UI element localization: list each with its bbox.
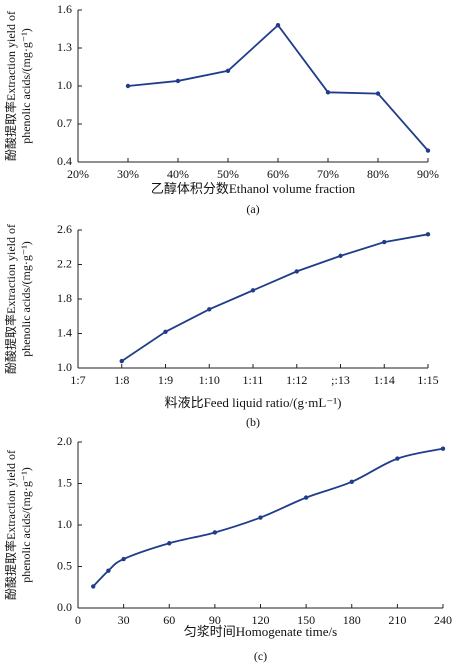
x-tick-label: 180 bbox=[343, 613, 361, 627]
y-tick-label: 1.0 bbox=[57, 517, 72, 531]
y-tick-label: 1.0 bbox=[57, 78, 72, 92]
series-line bbox=[92, 447, 444, 588]
x-tick-label: 60 bbox=[163, 613, 175, 627]
x-tick-label: 240 bbox=[434, 613, 452, 627]
data-point bbox=[163, 329, 168, 334]
x-tick-label: 0 bbox=[75, 613, 81, 627]
data-point bbox=[425, 148, 431, 153]
y-axis-label: phenolic acids/(mg·g⁻¹) bbox=[19, 467, 33, 583]
y-tick-label: 1.6 bbox=[57, 2, 72, 16]
y-tick-label: 1.3 bbox=[57, 40, 72, 54]
data-point bbox=[275, 23, 281, 28]
y-tick-label: 2.0 bbox=[57, 434, 72, 448]
data-point bbox=[175, 78, 181, 84]
data-point bbox=[349, 479, 354, 485]
y-tick-label: 0.4 bbox=[57, 154, 72, 168]
series-line bbox=[127, 23, 429, 152]
data-point bbox=[125, 83, 131, 89]
x-tick-label: 1:14 bbox=[374, 373, 395, 387]
x-tick-label: ;:13 bbox=[331, 373, 350, 387]
x-tick-label: 1:10 bbox=[199, 373, 220, 387]
y-tick-label: 1.4 bbox=[57, 325, 72, 339]
data-point bbox=[338, 253, 343, 259]
x-tick-label: 70% bbox=[317, 167, 339, 181]
data-point bbox=[121, 556, 126, 562]
y-tick-label: 2.2 bbox=[57, 256, 72, 270]
data-point bbox=[212, 530, 218, 535]
x-tick-label: 50% bbox=[217, 167, 239, 181]
data-point bbox=[225, 68, 231, 74]
data-point bbox=[119, 358, 124, 364]
data-point bbox=[258, 515, 263, 520]
data-point bbox=[395, 456, 400, 461]
x-tick-label: 30 bbox=[118, 613, 130, 627]
data-point bbox=[303, 495, 309, 500]
y-axis-label: 酚酸提取率Extraction yield of bbox=[3, 224, 18, 374]
caption: (c) bbox=[254, 649, 267, 663]
x-tick-label: 60% bbox=[267, 167, 289, 181]
x-tick-label: 150 bbox=[297, 613, 315, 627]
data-point bbox=[207, 307, 212, 312]
y-tick-label: 1.8 bbox=[57, 291, 72, 305]
y-axis-label: 酚酸提取率Extraction yield of bbox=[3, 11, 18, 161]
data-point bbox=[425, 232, 431, 237]
caption: (b) bbox=[246, 415, 260, 429]
x-tick-label: 1:7 bbox=[70, 373, 85, 387]
data-point bbox=[375, 91, 381, 96]
data-point bbox=[250, 288, 256, 293]
series-line bbox=[121, 233, 429, 362]
x-axis-label: 乙醇体积分数Ethanol volume fraction bbox=[151, 181, 356, 196]
x-tick-label: 80% bbox=[367, 167, 389, 181]
y-tick-label: 1.0 bbox=[57, 360, 72, 374]
y-axis-label: 酚酸提取率Extraction yield of bbox=[3, 450, 18, 600]
data-point bbox=[106, 568, 111, 573]
x-tick-label: 1:12 bbox=[286, 373, 307, 387]
y-axis-label: phenolic acids/(mg·g⁻¹) bbox=[19, 28, 33, 144]
y-tick-label: 2.6 bbox=[57, 222, 72, 236]
x-tick-label: 120 bbox=[252, 613, 270, 627]
x-tick-label: 40% bbox=[167, 167, 189, 181]
data-point bbox=[167, 541, 172, 546]
x-tick-label: 30% bbox=[117, 167, 139, 181]
x-axis-label: 匀浆时间Homogenate time/s bbox=[184, 624, 337, 639]
data-point bbox=[440, 446, 446, 451]
y-tick-label: 0.7 bbox=[57, 116, 72, 130]
x-tick-label: 90% bbox=[417, 167, 439, 181]
data-point bbox=[294, 269, 299, 274]
y-tick-label: 0.5 bbox=[57, 558, 72, 572]
caption: (a) bbox=[246, 202, 259, 216]
x-tick-label: 1:9 bbox=[158, 373, 173, 387]
x-tick-label: 90 bbox=[209, 613, 221, 627]
y-tick-label: 1.5 bbox=[57, 475, 72, 489]
x-tick-label: 1:8 bbox=[114, 373, 129, 387]
x-tick-label: 1:15 bbox=[417, 373, 438, 387]
y-axis-label: phenolic acids/(mg·g⁻¹) bbox=[19, 241, 33, 357]
x-tick-label: 210 bbox=[388, 613, 406, 627]
x-axis-label: 料液比Feed liquid ratio/(g·mL⁻¹) bbox=[165, 395, 342, 410]
x-tick-label: 20% bbox=[67, 167, 89, 181]
y-tick-label: 0.0 bbox=[57, 600, 72, 614]
data-point bbox=[382, 239, 387, 245]
data-point bbox=[325, 90, 331, 95]
data-point bbox=[91, 584, 96, 589]
x-tick-label: 1:11 bbox=[243, 373, 264, 387]
